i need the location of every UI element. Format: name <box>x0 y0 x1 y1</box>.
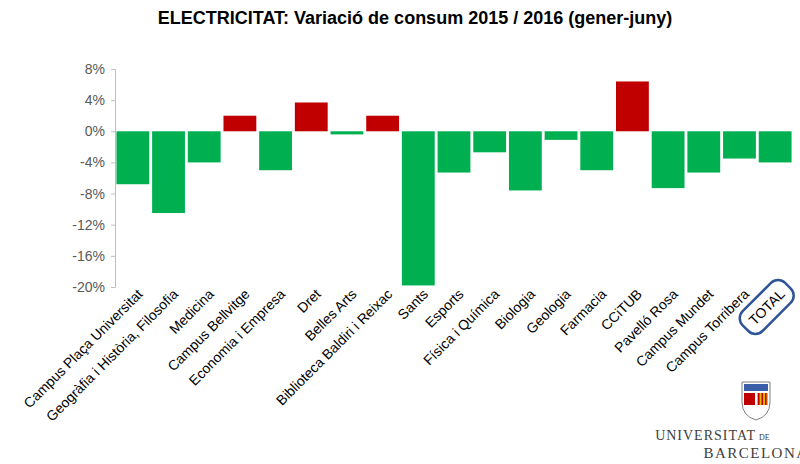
x-tick-label: TOTAL <box>746 286 788 328</box>
y-tick-label: -20% <box>72 279 105 295</box>
y-tick-mark <box>111 225 115 226</box>
x-tick: Farmacia <box>557 286 610 339</box>
y-tick-mark <box>111 69 115 70</box>
y-tick: 0% <box>85 123 115 139</box>
x-tick-label: Física i Química <box>420 286 502 368</box>
bar <box>116 131 149 184</box>
y-tick-label: -4% <box>80 154 105 170</box>
y-tick: -16% <box>72 248 115 264</box>
logo-text: UNIVERSITAT <box>655 428 756 443</box>
bar <box>402 131 435 285</box>
bar <box>687 131 720 172</box>
x-tick-label: Campus Torribera <box>662 286 752 376</box>
logo-stripe <box>762 393 764 405</box>
logo-text: DE <box>759 433 770 442</box>
bar <box>545 131 578 140</box>
logo-stripe <box>758 393 760 405</box>
bar <box>616 81 649 131</box>
y-tick: 8% <box>85 61 115 77</box>
bar <box>723 131 756 158</box>
logo: UNIVERSITATDE BARCELONA <box>655 382 800 461</box>
y-tick-mark <box>111 100 115 101</box>
x-tick-label: Dret <box>294 286 324 316</box>
bars <box>116 81 791 285</box>
logo-band <box>744 384 768 391</box>
chart: ELECTRICITAT: Variació de consum 2015 / … <box>0 0 800 464</box>
y-tick: -20% <box>72 279 115 295</box>
logo-quarter <box>757 393 768 405</box>
x-tick: TOTAL <box>736 276 798 338</box>
bar <box>188 131 221 162</box>
logo-quarter <box>744 393 755 405</box>
bar <box>509 131 542 190</box>
y-tick: -12% <box>72 217 115 233</box>
y-tick: -8% <box>80 186 115 202</box>
y-tick-mark <box>111 287 115 288</box>
x-tick-label: Economia i Empresa <box>186 286 289 389</box>
bar <box>331 131 364 134</box>
y-tick-mark <box>111 194 115 195</box>
y-tick-label: -16% <box>72 248 105 264</box>
x-tick: Dret <box>294 286 324 316</box>
y-axis: -20% -16% -12% -8% -4% 0% 4% 8% <box>72 61 115 295</box>
logo-shield <box>742 382 770 420</box>
x-tick-label: Geogràfia i Història, Filosofia <box>43 286 182 425</box>
x-tick-label: Farmacia <box>557 286 610 339</box>
highlight-box <box>736 276 798 338</box>
bar <box>580 131 613 170</box>
logo-text: BARCELONA <box>703 445 800 461</box>
x-tick: Campus Torribera <box>662 286 752 376</box>
bar <box>259 131 292 170</box>
y-tick-label: 0% <box>85 123 105 139</box>
y-tick-label: 4% <box>85 92 105 108</box>
bar <box>366 116 399 132</box>
y-tick-label: -8% <box>80 186 105 202</box>
x-tick: Biblioteca Baldiri i Reixac <box>273 286 395 408</box>
title: ELECTRICITAT: Variació de consum 2015 / … <box>158 8 672 28</box>
bar <box>223 116 256 132</box>
logo-stripe <box>765 393 767 405</box>
x-tick: Economia i Empresa <box>186 286 289 389</box>
y-tick-mark <box>111 162 115 163</box>
bar <box>759 131 792 162</box>
x-tick-label: Biblioteca Baldiri i Reixac <box>273 286 395 408</box>
y-axis-line <box>111 70 116 288</box>
y-tick-mark <box>111 131 115 132</box>
x-tick: Física i Química <box>420 286 502 368</box>
y-tick: -4% <box>80 154 115 170</box>
bar <box>652 131 685 188</box>
bar <box>152 131 185 213</box>
bar <box>295 102 328 131</box>
x-axis: Campus Plaça UniversitatGeogràfia i Hist… <box>20 276 798 424</box>
y-tick-label: 8% <box>85 61 105 77</box>
y-tick-label: -12% <box>72 217 105 233</box>
bar <box>438 131 471 172</box>
bar <box>473 131 506 152</box>
y-tick-mark <box>111 256 115 257</box>
y-tick: 4% <box>85 92 115 108</box>
x-tick: Geogràfia i Història, Filosofia <box>43 286 182 425</box>
